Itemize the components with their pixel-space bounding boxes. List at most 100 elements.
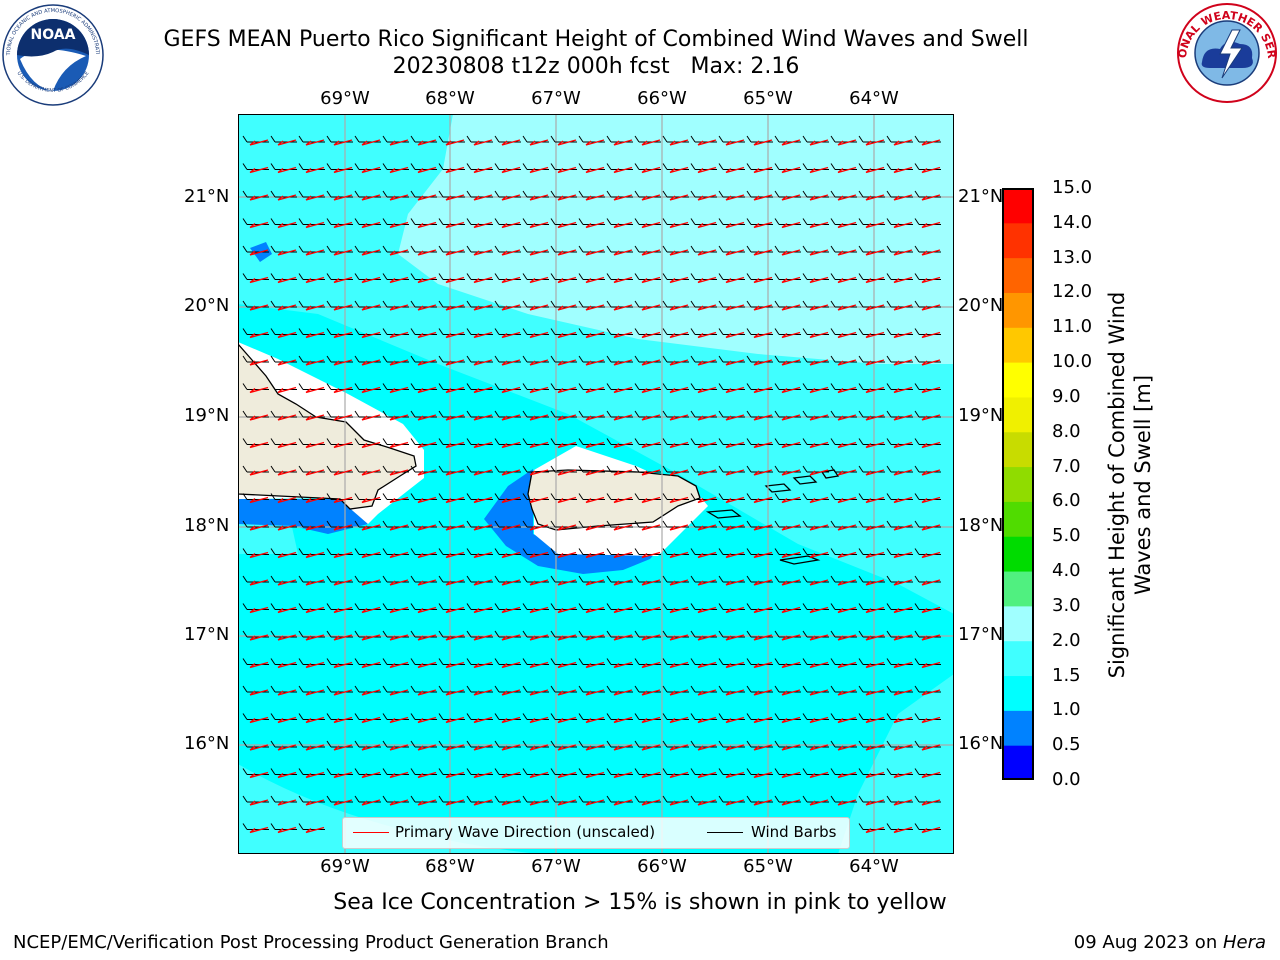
wind-barb [802, 465, 829, 473]
wind-barb [438, 548, 465, 555]
page-title: GEFS MEAN Puerto Rico Significant Height… [163, 27, 1029, 52]
wind-barb [914, 190, 941, 198]
wave-direction-arrow [557, 194, 577, 201]
wave-direction-arrow [417, 689, 437, 696]
wave-direction-arrow [585, 441, 605, 449]
wind-barb [354, 328, 381, 335]
wind-barb [578, 383, 605, 390]
wind-barb [578, 658, 605, 665]
wind-barb [746, 383, 773, 390]
wave-direction-arrow [361, 331, 381, 339]
wave-direction-arrow [249, 771, 269, 779]
wave-direction-arrow [277, 276, 297, 284]
wind-barb [270, 355, 297, 363]
wave-direction-arrow [725, 579, 745, 586]
wave-direction-arrow [585, 524, 605, 531]
wave-direction-arrow [333, 469, 353, 476]
wind-barb [578, 548, 605, 555]
wind-barb [410, 575, 437, 583]
wind-barb [298, 300, 325, 308]
wind-barb [634, 438, 661, 445]
wind-barb [410, 438, 437, 445]
wind-barb [522, 383, 549, 390]
wave-direction-arrow [501, 221, 521, 229]
wave-direction-arrow [865, 606, 885, 614]
wind-barb [242, 245, 269, 253]
wave-direction-arrow [585, 634, 605, 641]
wave-direction-arrow [529, 634, 549, 641]
lat-label-left: 20°N [184, 295, 230, 316]
wind-barb [354, 465, 381, 473]
wind-barb [298, 520, 325, 528]
wave-direction-arrow [277, 689, 297, 696]
wave-direction-arrow [753, 716, 773, 724]
wave-direction-arrow [445, 221, 465, 229]
wind-barb [410, 190, 437, 198]
wind-barb [494, 383, 521, 390]
wind-barb [326, 548, 353, 555]
lon-label-top: 64°W [849, 88, 899, 109]
wave-direction-arrow [529, 249, 549, 256]
wave-direction-arrow [781, 799, 801, 806]
wave-direction-arrow [725, 771, 745, 779]
wave-direction-arrow [809, 661, 829, 669]
wind-barb [802, 685, 829, 693]
wave-direction-arrow [697, 331, 717, 339]
wave-direction-arrow [529, 606, 549, 614]
wind-barb [634, 383, 661, 390]
wave-direction-arrow [389, 249, 409, 256]
wind-barb [466, 163, 493, 170]
wind-barb [466, 658, 493, 665]
wave-direction-arrow [277, 441, 297, 449]
wind-barb [914, 300, 941, 308]
wave-direction-arrow [417, 359, 437, 366]
wind-barb [914, 658, 941, 665]
wind-barb [578, 520, 605, 528]
wind-barb [774, 300, 801, 308]
lon-label-bottom: 67°W [531, 856, 581, 877]
wind-barb [466, 328, 493, 335]
wind-barb [242, 768, 269, 775]
wind-barb [774, 630, 801, 638]
wave-direction-arrow [893, 606, 913, 614]
wind-barb [858, 273, 885, 280]
wind-barb [914, 493, 941, 500]
wind-barb [410, 383, 437, 390]
wave-direction-arrow [529, 386, 549, 394]
wave-direction-arrow [473, 661, 493, 669]
wave-direction-arrow [921, 826, 941, 834]
wave-direction-arrow [417, 249, 437, 256]
wave-direction-arrow [753, 194, 773, 201]
wind-barb [410, 603, 437, 610]
wind-barb [606, 520, 633, 528]
wave-direction-arrow [445, 139, 465, 146]
wave-direction-arrow [697, 579, 717, 586]
wave-direction-arrow [277, 716, 297, 724]
wave-direction-arrow [529, 524, 549, 531]
wind-barb [774, 520, 801, 528]
wave-direction-arrow [613, 634, 633, 641]
wave-direction-arrow [613, 469, 633, 476]
wind-barb [466, 135, 493, 143]
wind-barb [410, 273, 437, 280]
wave-direction-arrow [277, 799, 297, 806]
wind-barb [662, 135, 689, 143]
wave-direction-arrow [361, 386, 381, 394]
wind-barb [830, 575, 857, 583]
wind-barb [522, 163, 549, 170]
wind-barb [354, 713, 381, 720]
wave-direction-arrow [333, 166, 353, 174]
wave-direction-arrow [837, 304, 857, 311]
colorbar [1002, 188, 1034, 780]
wave-direction-arrow [781, 386, 801, 394]
wave-direction-arrow [809, 469, 829, 476]
wave-direction-arrow [333, 579, 353, 586]
wave-direction-arrow [361, 661, 381, 669]
wave-direction-arrow [809, 579, 829, 586]
wave-direction-arrow [725, 386, 745, 394]
wind-barb [242, 328, 269, 335]
wave-direction-arrow [893, 221, 913, 229]
wind-barb [830, 355, 857, 363]
wind-barb [298, 273, 325, 280]
wave-direction-arrow [473, 166, 493, 174]
